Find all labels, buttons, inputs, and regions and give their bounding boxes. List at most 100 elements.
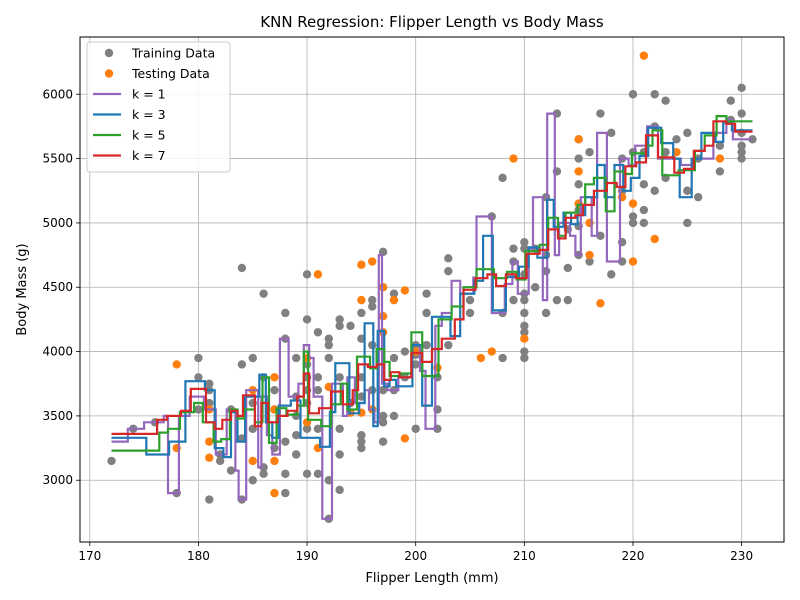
y-tick-label: 4500 [42,280,73,294]
legend-label: k = 1 [132,87,166,102]
training-point [737,83,746,93]
x-tick-label: 220 [622,549,645,563]
testing-point [270,488,279,498]
training-point [313,373,323,382]
training-point [335,315,344,324]
y-tick-label: 4000 [42,345,73,359]
training-point [411,360,420,369]
training-point [574,154,583,163]
training-point [357,308,366,318]
training-point [596,109,605,118]
plot-frame [79,36,785,543]
testing-point [270,373,279,382]
legend-box [86,41,231,173]
training-point [237,263,247,273]
testing-point [715,154,725,163]
training-point [324,476,333,485]
training-point [357,392,366,401]
x-tick-label: 200 [404,549,427,563]
training-point [335,424,344,433]
training-point [661,96,670,105]
training-point [313,385,323,395]
testing-point [628,199,638,208]
training-point [411,424,420,433]
testing-point [357,295,366,305]
training-point [324,334,333,343]
training-point [291,450,301,459]
legend-marker [104,69,114,78]
training-point [291,431,301,440]
training-point [650,186,659,195]
training-point [215,456,225,466]
training-point [302,424,312,433]
training-point [520,295,529,305]
training-point [194,405,203,414]
y-tick-label: 3500 [42,409,73,423]
training-point [607,270,616,279]
testing-point [324,382,333,392]
training-point [378,247,388,257]
x-axis-label: Flipper Length (mm) [365,571,498,586]
training-point [715,167,725,176]
regression-lines [111,112,753,520]
training-point [531,283,540,292]
training-point [389,411,399,421]
training-point [422,308,431,318]
training-point [585,147,594,157]
testing-point [389,295,399,305]
training-point [715,141,725,150]
legend-label: Training Data [131,46,215,61]
training-point [194,353,203,363]
training-point [335,485,344,495]
training-point [291,411,301,421]
training-point [324,353,333,363]
training-point [107,456,116,466]
training-point [737,109,746,118]
testing-point [313,270,323,279]
x-tick-label: 230 [730,549,753,563]
testing-point [400,434,410,443]
training-point [313,424,323,433]
training-point [422,340,431,350]
training-point [683,218,692,228]
training-point [498,173,507,183]
training-point [520,308,529,318]
training-point [693,192,703,202]
training-point [400,347,410,356]
training-point [357,373,366,382]
training-point [357,334,366,343]
testing-point [476,353,486,363]
training-point [672,135,681,144]
training-point [389,353,399,363]
training-point [737,147,746,157]
training-point [444,340,453,350]
training-point [574,180,583,189]
y-tick-label: 3000 [42,473,73,487]
training-point [378,385,388,395]
training-point [378,418,388,427]
training-point [259,289,268,298]
legend-marker [104,48,114,58]
training-point [205,398,214,408]
y-axis-ticks: 3000 3500 4000 4500 5000 5500 6000 [42,87,80,487]
training-point [368,295,377,305]
training-point [291,353,301,363]
training-point [357,431,366,440]
training-point [563,295,573,305]
testing-point [205,437,214,446]
testing-point [270,456,279,466]
training-point [607,128,616,138]
training-point [335,373,344,382]
training-point [237,360,247,369]
testing-point [650,234,659,244]
training-point [541,308,551,318]
testing-point [172,360,181,369]
training-point [357,443,366,453]
testing-point [520,334,529,343]
legend: Training Data Testing Data k = 1 k = 3 k = 5… [86,41,231,173]
training-point [281,437,290,446]
training-point [737,154,746,163]
training-point [639,205,649,215]
training-point [226,466,236,475]
